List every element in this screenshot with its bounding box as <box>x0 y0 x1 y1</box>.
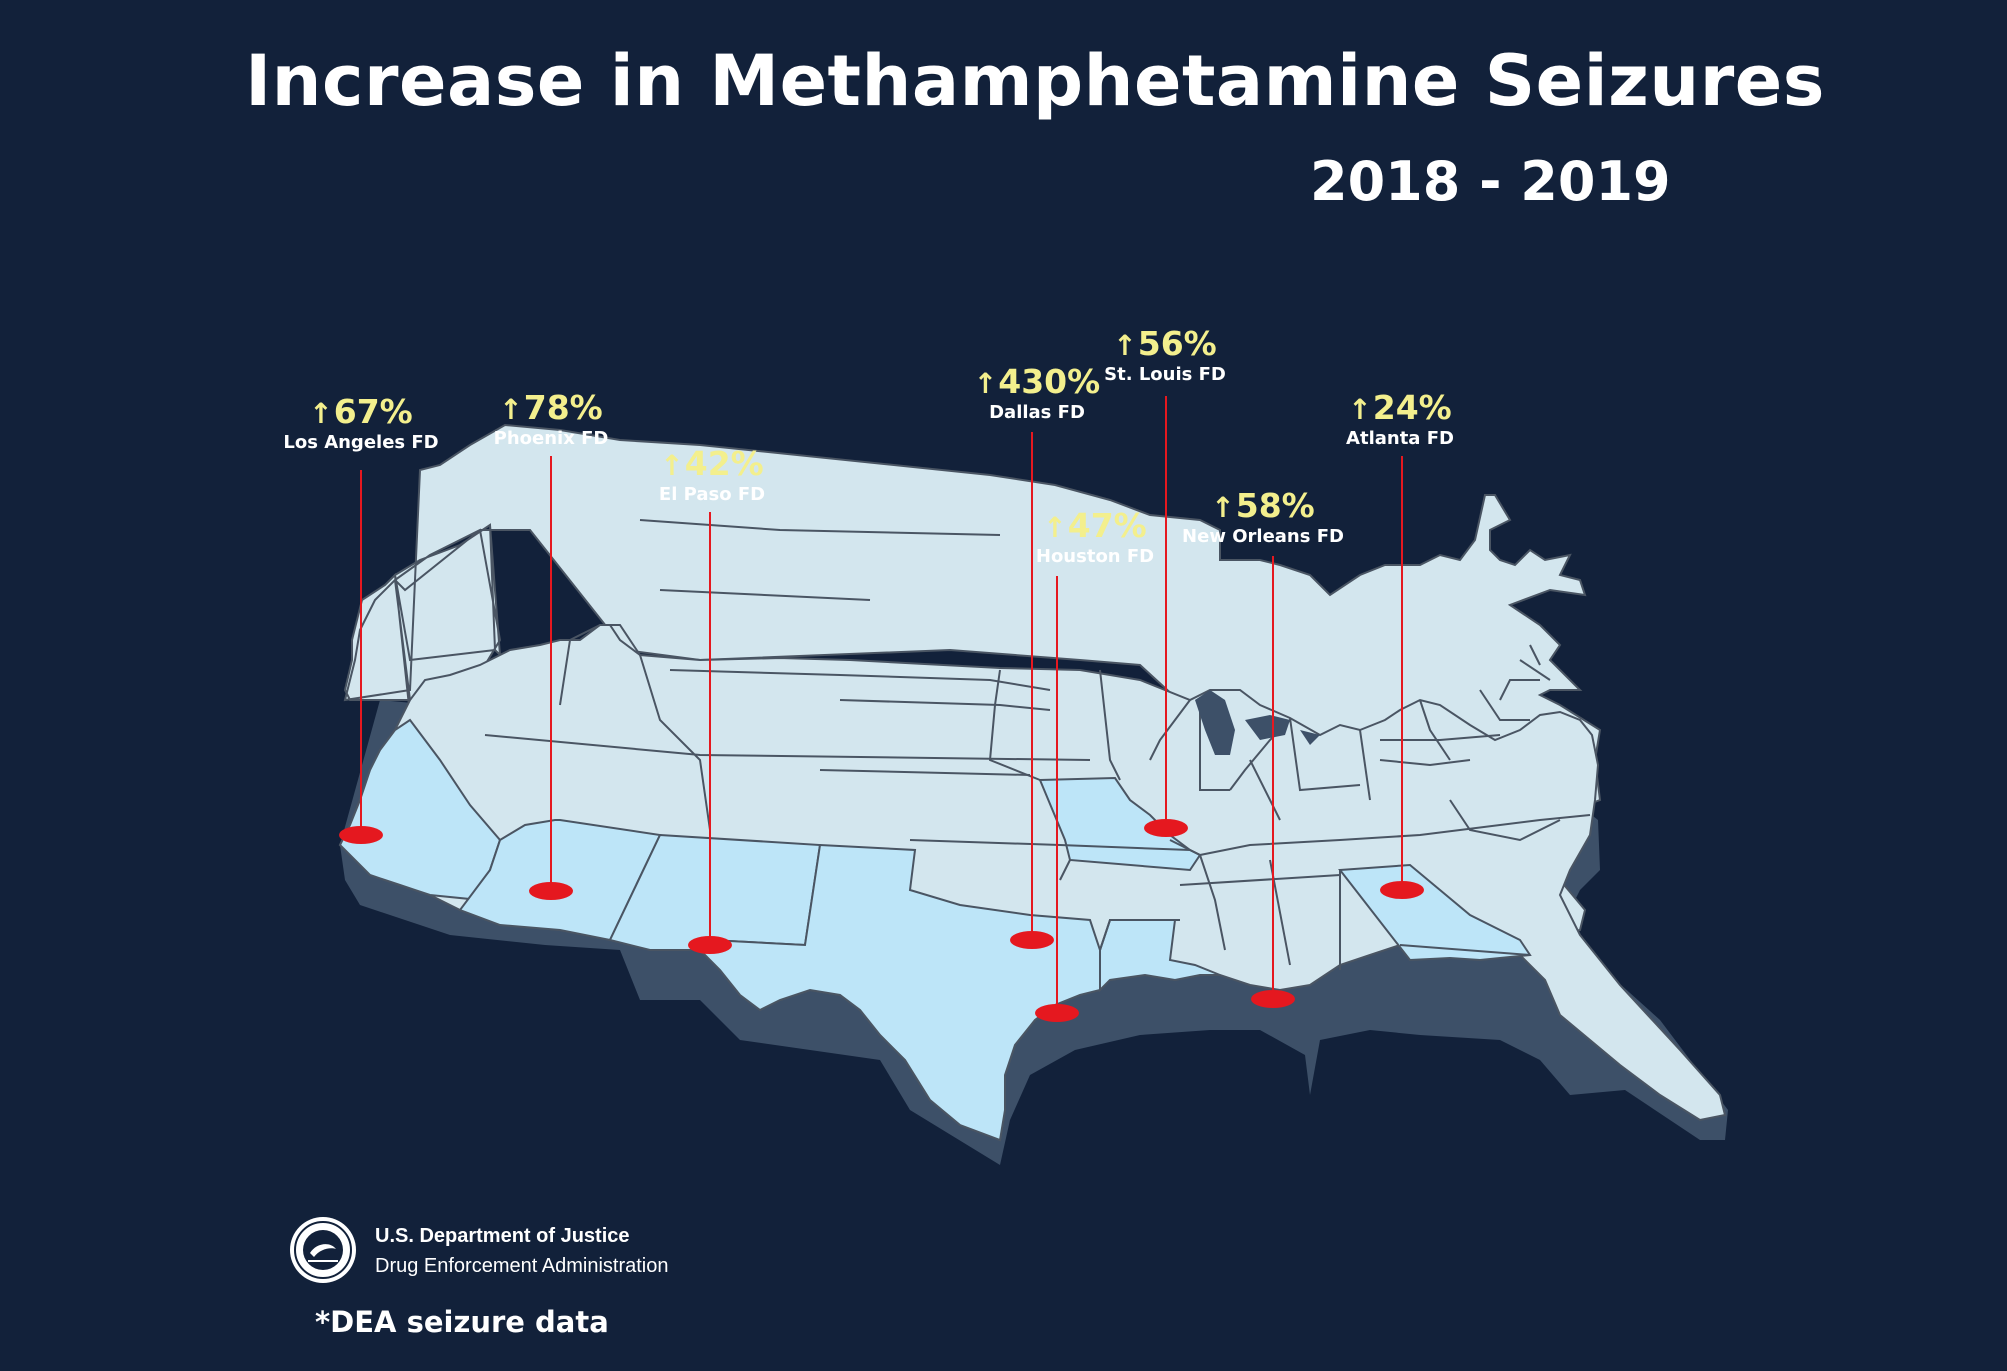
percent-el-paso: ↑42% <box>660 444 764 483</box>
pin-los-angeles[interactable] <box>339 826 383 844</box>
page-title: Increase in Methamphetamine Seizures <box>245 40 1825 122</box>
percent-atlanta: ↑24% <box>1348 388 1452 427</box>
office-st-louis: St. Louis FD <box>1104 364 1226 385</box>
pin-el-paso[interactable] <box>688 936 732 954</box>
up-arrow-icon: ↑ <box>1348 393 1372 426</box>
state-california <box>338 718 502 902</box>
state-borders <box>484 519 1591 970</box>
pin-dots <box>339 819 1424 1022</box>
marker-label-atlanta: ↑24% Atlanta FD <box>1346 390 1454 450</box>
up-arrow-icon: ↑ <box>1211 491 1235 524</box>
pin-dallas[interactable] <box>1010 931 1054 949</box>
office-los-angeles: Los Angeles FD <box>283 432 439 453</box>
great-lakes <box>1195 690 1320 755</box>
office-houston: Houston FD <box>1035 546 1155 567</box>
percent-dallas: ↑430% <box>973 362 1101 401</box>
agency-name: U.S. Department of Justice <box>375 1225 630 1247</box>
up-arrow-icon: ↑ <box>660 449 684 482</box>
up-arrow-icon: ↑ <box>1043 511 1067 544</box>
marker-label-el-paso: ↑42% El Paso FD <box>659 446 765 506</box>
pin-new-orleans[interactable] <box>1251 990 1295 1008</box>
marker-label-houston: ↑47% Houston FD <box>1036 508 1154 568</box>
up-arrow-icon: ↑ <box>973 367 998 400</box>
office-new-orleans: New Orleans FD <box>1182 526 1344 547</box>
marker-label-phoenix: ↑78% Phoenix FD <box>494 390 609 450</box>
office-atlanta: Atlanta FD <box>1346 428 1454 449</box>
up-arrow-icon: ↑ <box>309 397 333 430</box>
marker-label-los-angeles: ↑67% Los Angeles FD <box>283 394 438 454</box>
pin-phoenix[interactable] <box>529 882 573 900</box>
highlighted-states <box>338 718 1532 1142</box>
state-texas <box>698 843 1101 1142</box>
up-arrow-icon: ↑ <box>1113 329 1137 362</box>
up-arrow-icon: ↑ <box>499 393 523 426</box>
pin-st-louis[interactable] <box>1144 819 1188 837</box>
pin-atlanta[interactable] <box>1380 881 1424 899</box>
percent-st-louis: ↑56% <box>1113 324 1217 363</box>
marker-label-new-orleans: ↑58% New Orleans FD <box>1182 488 1344 548</box>
percent-los-angeles: ↑67% <box>309 392 413 431</box>
source-note: *DEA seizure data <box>315 1305 609 1339</box>
agency-subtitle: Drug Enforcement Administration <box>375 1255 669 1277</box>
map-land <box>343 423 1602 937</box>
office-el-paso: El Paso FD <box>658 484 766 505</box>
pin-houston[interactable] <box>1035 1004 1079 1022</box>
pin-lines <box>360 396 1403 1013</box>
office-dallas: Dallas FD <box>989 402 1085 423</box>
percent-houston: ↑47% <box>1043 506 1147 545</box>
marker-label-dallas: ↑430% Dallas FD <box>974 364 1100 424</box>
marker-label-st-louis: ↑56% St. Louis FD <box>1104 326 1226 386</box>
office-phoenix: Phoenix FD <box>493 428 609 449</box>
percent-new-orleans: ↑58% <box>1211 486 1315 525</box>
page-subtitle: 2018 - 2019 <box>1310 150 1671 213</box>
dea-seal-icon <box>290 1217 356 1283</box>
state-louisiana <box>1099 919 1221 993</box>
percent-phoenix: ↑78% <box>499 388 603 427</box>
